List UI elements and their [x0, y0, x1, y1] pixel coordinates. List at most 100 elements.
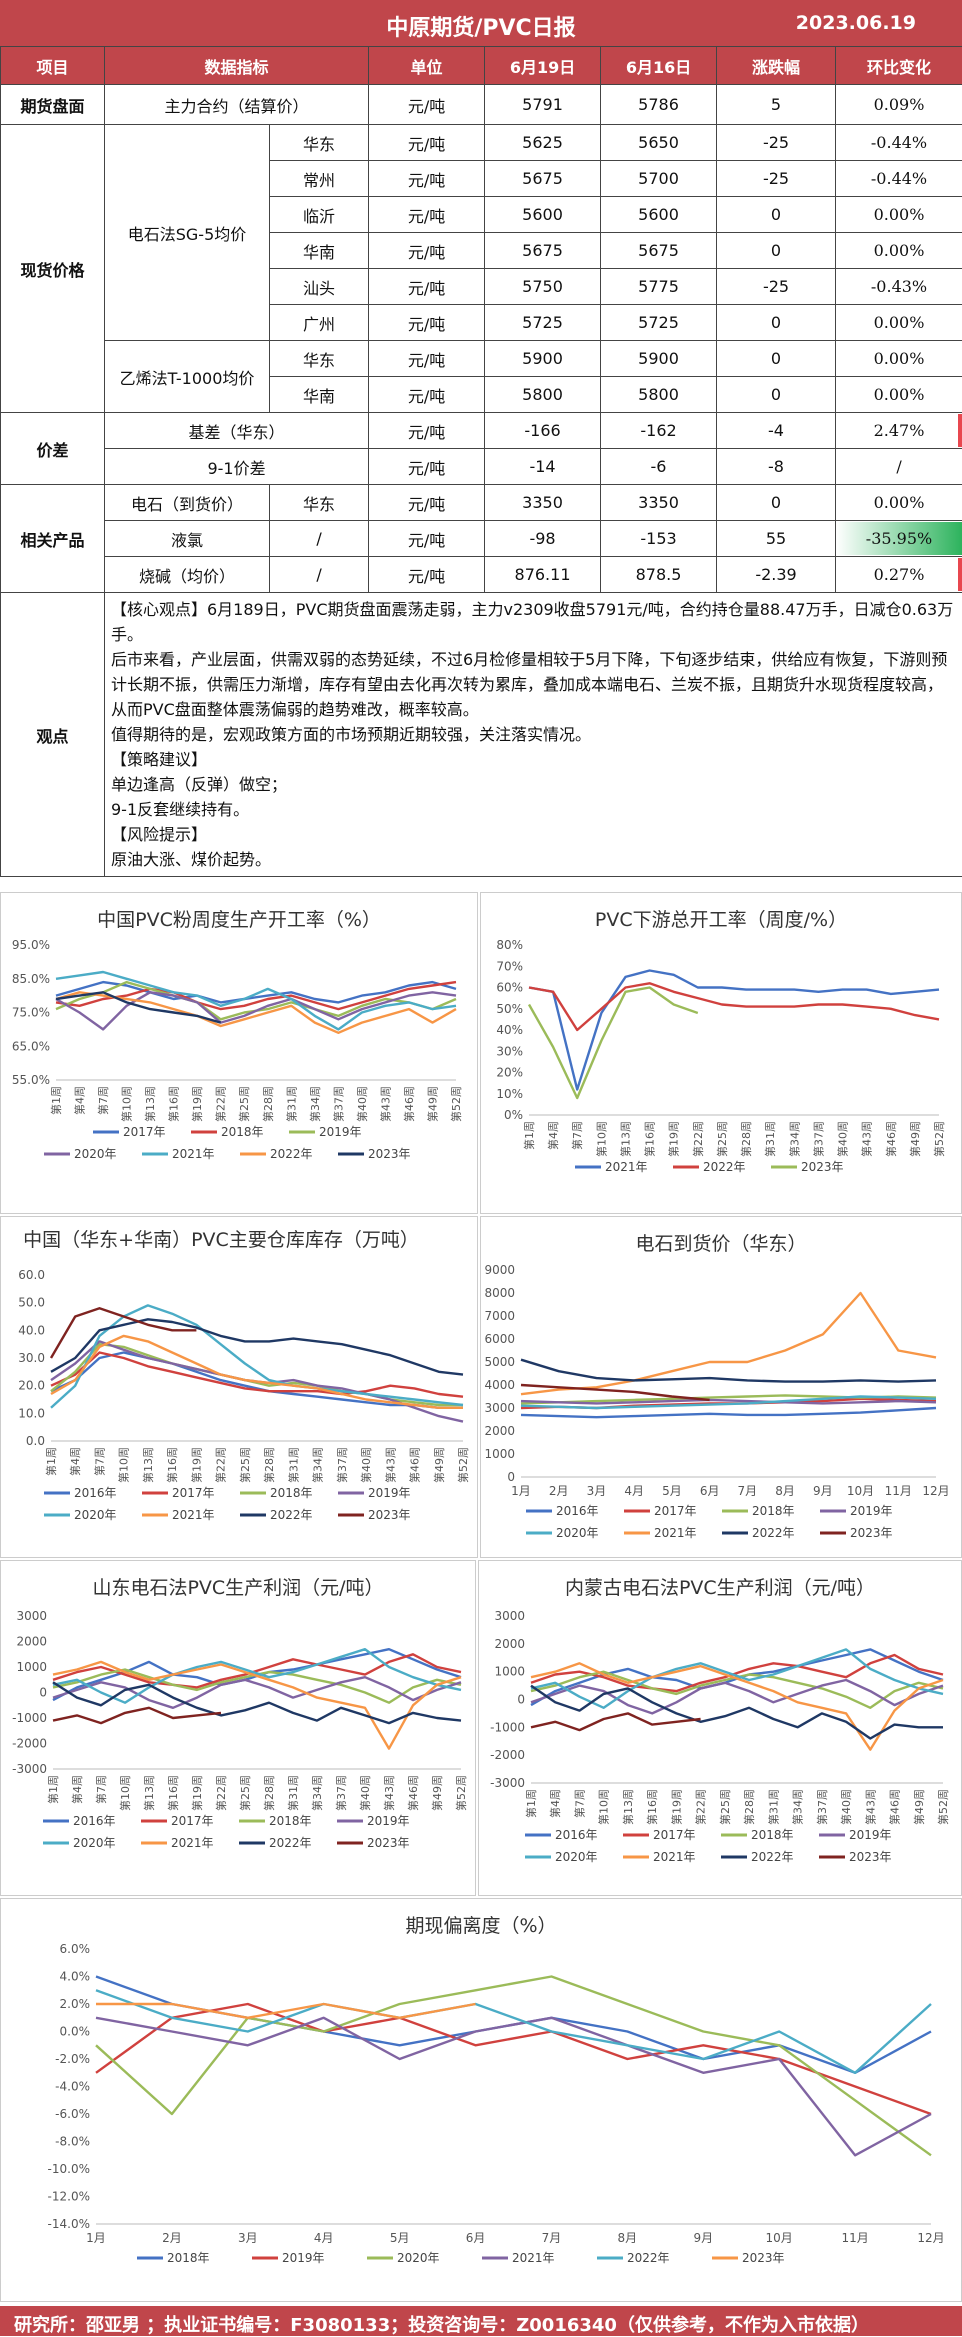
legend-label: 2020年	[555, 1850, 598, 1864]
x-tick-label: 第28周	[739, 1121, 753, 1157]
y-tick-label: 95.0%	[12, 938, 50, 952]
x-tick-label: 第19周	[667, 1121, 681, 1157]
data-table: 项目 数据指标 单位 6月19日 6月16日 涨跌幅 环比变化 期货盘面 主力合…	[0, 46, 962, 877]
value-cell: -162	[601, 413, 717, 449]
x-tick-label: 8月	[618, 2231, 638, 2245]
view-row: 观点 【核心观点】6月189日，PVC期货盘面震荡走弱，主力v2309收盘579…	[1, 593, 962, 877]
y-tick-label: 10.0	[18, 1406, 45, 1420]
legend-label: 2023年	[368, 1508, 411, 1522]
x-tick-label: 第46周	[406, 1775, 420, 1811]
change-bar	[958, 558, 962, 591]
change-cell: /	[836, 449, 962, 485]
diff-cell: 0	[717, 197, 836, 233]
section-label: 期货盘面	[1, 85, 105, 125]
series-line	[51, 1353, 463, 1408]
y-tick-label: 0	[517, 1693, 525, 1707]
series-line	[96, 2004, 931, 2114]
value-cell: -153	[601, 521, 717, 557]
x-tick-label: 第28周	[261, 1086, 275, 1122]
x-tick-label: 第37周	[331, 1086, 345, 1122]
legend-label: 2023年	[368, 1147, 411, 1161]
x-tick-label: 第22周	[214, 1086, 228, 1122]
x-tick-label: 1月	[511, 1484, 531, 1498]
view-line: 后市来看，产业层面，供需双弱的态势延续，不过6月检修量相较于5月下降，下旬逐步结…	[111, 647, 956, 722]
x-tick-label: 3月	[238, 2231, 258, 2245]
x-tick-label: 第4周	[73, 1086, 87, 1115]
change-cell: 0.00%	[836, 485, 962, 521]
x-tick-label: 第37周	[811, 1121, 825, 1157]
x-tick-label: 12月	[922, 1484, 949, 1498]
x-tick-label: 5月	[390, 2231, 410, 2245]
x-tick-label: 第4周	[546, 1121, 560, 1150]
x-tick-label: 2月	[162, 2231, 182, 2245]
chart-panel: PVC下游总开工率（周度/%）80%70%60%50%40%30%20%10%0…	[480, 892, 962, 1214]
x-tick-label: 第34周	[308, 1086, 322, 1122]
x-tick-label: 第16周	[645, 1789, 659, 1825]
y-tick-label: 3000	[484, 1401, 515, 1415]
unit-cell: 元/吨	[369, 377, 485, 413]
col-header: 单位	[369, 47, 485, 85]
y-tick-label: -10.0%	[48, 2162, 90, 2176]
value-cell: 5900	[601, 341, 717, 377]
value-cell: 5675	[485, 161, 601, 197]
legend-label: 2020年	[556, 1526, 599, 1540]
x-tick-label: 10月	[766, 2231, 793, 2245]
y-tick-label: 60%	[496, 981, 523, 995]
value-cell: 5700	[601, 161, 717, 197]
value-cell: -6	[601, 449, 717, 485]
change-cell: 0.00%	[836, 197, 962, 233]
x-tick-label: 第49周	[912, 1789, 926, 1825]
x-tick-label: 第10周	[597, 1789, 611, 1825]
col-header: 项目	[1, 47, 105, 85]
legend-label: 2017年	[172, 1486, 215, 1500]
unit-cell: 元/吨	[369, 305, 485, 341]
x-tick-label: 第4周	[68, 1447, 82, 1476]
col-header: 数据指标	[105, 47, 369, 85]
indicator-label: 电石（到货价）	[105, 485, 270, 521]
y-tick-label: 20.0	[18, 1379, 45, 1393]
x-tick-label: 第25周	[238, 1447, 252, 1483]
change-cell: -0.44%	[836, 125, 962, 161]
y-tick-label: 0.0%	[60, 2025, 91, 2039]
legend-label: 2019年	[367, 1814, 410, 1828]
table-row: 9-1价差元/吨-14-6-8/	[1, 449, 962, 485]
legend-label: 2023年	[367, 1836, 410, 1850]
value-cell: 5600	[485, 197, 601, 233]
legend-label: 2021年	[171, 1836, 214, 1850]
y-tick-label: 0.0	[26, 1434, 45, 1448]
y-tick-label: 2.0%	[60, 1997, 91, 2011]
change-cell: 0.00%	[836, 377, 962, 413]
x-tick-label: 第40周	[358, 1775, 372, 1811]
x-tick-label: 4月	[314, 2231, 334, 2245]
y-tick-label: 1000	[484, 1447, 515, 1461]
y-tick-label: -2000	[490, 1748, 525, 1762]
chart-svg: 6.0%4.0%2.0%0.0%-2.0%-4.0%-6.0%-8.0%-10.…	[1, 1899, 962, 2303]
x-tick-label: 第49周	[430, 1775, 444, 1811]
unit-cell: 元/吨	[369, 233, 485, 269]
legend-label: 2019年	[368, 1486, 411, 1500]
x-tick-label: 第25周	[237, 1086, 251, 1122]
indicator-label: 主力合约（结算价）	[105, 85, 369, 125]
value-cell: 5675	[485, 233, 601, 269]
unit-cell: 元/吨	[369, 413, 485, 449]
x-tick-label: 第10周	[120, 1086, 134, 1122]
x-tick-label: 第49周	[908, 1121, 922, 1157]
x-tick-label: 第31周	[763, 1121, 777, 1157]
section-label: 价差	[1, 413, 105, 485]
diff-cell: 0	[717, 377, 836, 413]
legend-label: 2016年	[73, 1814, 116, 1828]
y-tick-label: 9000	[484, 1263, 515, 1277]
series-line	[96, 1990, 931, 2073]
region-label: 华东	[270, 125, 369, 161]
section-label: 相关产品	[1, 485, 105, 593]
series-line	[529, 988, 698, 1099]
y-tick-label: -2000	[12, 1737, 47, 1751]
x-tick-label: 9月	[813, 1484, 833, 1498]
x-tick-label: 1月	[86, 2231, 106, 2245]
diff-cell: 0	[717, 233, 836, 269]
value-cell: 5900	[485, 341, 601, 377]
